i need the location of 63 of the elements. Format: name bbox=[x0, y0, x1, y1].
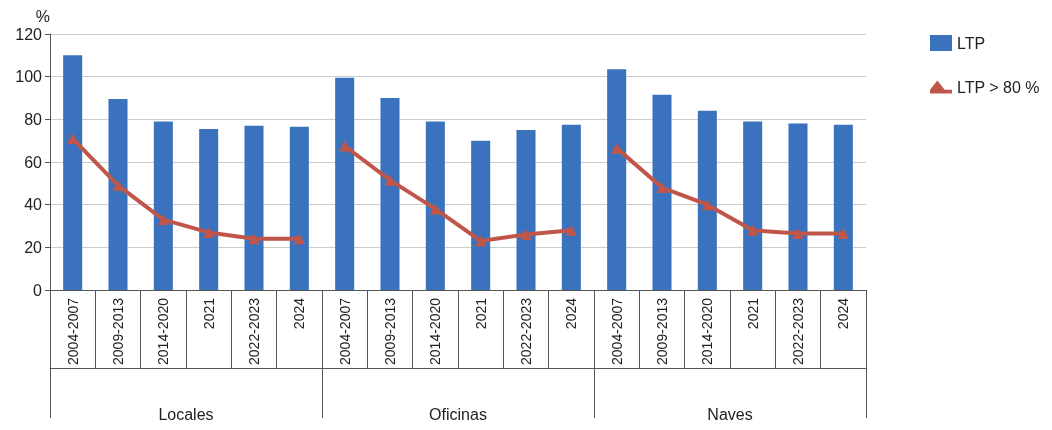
point bbox=[293, 233, 305, 245]
x-tick-label: 2021 bbox=[472, 297, 489, 330]
text: Naves bbox=[707, 405, 753, 423]
bar bbox=[607, 69, 627, 290]
x-tick-label: 2024 bbox=[835, 297, 852, 330]
x-tick-label: 2022-2023 bbox=[246, 297, 262, 365]
point bbox=[248, 233, 260, 245]
point bbox=[475, 235, 487, 247]
legend-label: LTP bbox=[957, 34, 986, 52]
y-axis-title: % bbox=[35, 7, 50, 25]
bar bbox=[63, 55, 83, 290]
x-tick-label: 2014-2020 bbox=[699, 297, 716, 365]
legend-label: LTP > 80 % bbox=[957, 78, 1040, 96]
bar bbox=[153, 121, 173, 290]
x-tick-label: 2014-2020 bbox=[155, 297, 172, 365]
bar bbox=[471, 140, 491, 290]
text: Oficinas bbox=[429, 405, 487, 423]
point bbox=[792, 227, 804, 239]
y-tick-label: 100 bbox=[15, 68, 43, 86]
x-tick-label: 2024 bbox=[563, 297, 580, 330]
point bbox=[157, 214, 169, 226]
x-tick-label: 2009-2013 bbox=[382, 297, 398, 365]
point bbox=[656, 182, 668, 194]
point bbox=[429, 203, 441, 215]
y-tick-label: 0 bbox=[33, 281, 43, 299]
y-tick-label: 120 bbox=[15, 25, 43, 43]
x-tick-label: 2024 bbox=[291, 297, 308, 330]
point bbox=[203, 226, 215, 238]
point bbox=[837, 227, 849, 239]
point bbox=[747, 224, 759, 236]
bar bbox=[199, 128, 219, 290]
y-tick-label: 80 bbox=[24, 110, 43, 128]
x-tick-label: 2004-2007 bbox=[64, 297, 81, 365]
bar bbox=[743, 121, 763, 290]
text: Locales bbox=[158, 405, 214, 423]
bar bbox=[697, 110, 717, 290]
point bbox=[384, 174, 396, 186]
point bbox=[520, 229, 532, 241]
bar bbox=[289, 126, 309, 290]
point bbox=[565, 224, 577, 236]
bar bbox=[108, 99, 128, 290]
bar bbox=[561, 124, 581, 290]
x-tick-label: 2009-2013 bbox=[654, 297, 670, 365]
x-tick-label: 2021 bbox=[200, 297, 217, 330]
bar bbox=[788, 123, 808, 290]
x-tick-label: 2004-2007 bbox=[336, 297, 353, 365]
bar bbox=[244, 125, 264, 290]
bar bbox=[516, 130, 536, 290]
point bbox=[701, 199, 713, 211]
bar bbox=[833, 124, 853, 290]
x-tick-label: 2022-2023 bbox=[518, 297, 534, 365]
bar bbox=[652, 94, 672, 290]
y-tick-label: 20 bbox=[24, 238, 43, 256]
x-tick-label: 2009-2013 bbox=[110, 297, 126, 365]
x-tick-label: 2022-2023 bbox=[790, 297, 806, 365]
bar bbox=[335, 77, 355, 290]
bar bbox=[425, 121, 445, 290]
x-tick-label: 2014-2020 bbox=[427, 297, 444, 365]
y-tick-label: 40 bbox=[24, 196, 43, 214]
y-tick-label: 60 bbox=[24, 153, 43, 171]
x-tick-label: 2021 bbox=[744, 297, 761, 330]
bar bbox=[380, 98, 400, 290]
x-tick-label: 2004-2007 bbox=[608, 297, 625, 365]
